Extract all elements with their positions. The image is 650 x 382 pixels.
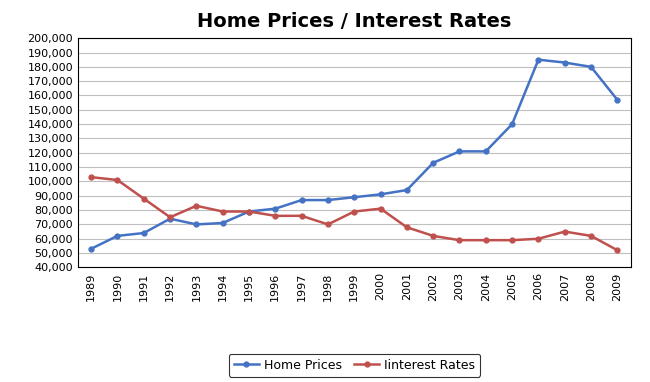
- Iinterest Rates: [87, 175, 95, 180]
- Home Prices: [324, 198, 332, 202]
- Home Prices: [508, 122, 516, 126]
- Home Prices: [587, 65, 595, 69]
- Home Prices: [166, 216, 174, 221]
- Home Prices: [272, 206, 280, 211]
- Iinterest Rates: [376, 206, 384, 211]
- Iinterest Rates: [114, 178, 122, 182]
- Iinterest Rates: [298, 214, 305, 218]
- Home Prices: [429, 160, 437, 165]
- Home Prices: [534, 57, 542, 62]
- Iinterest Rates: [429, 233, 437, 238]
- Legend: Home Prices, Iinterest Rates: Home Prices, Iinterest Rates: [229, 354, 480, 377]
- Home Prices: [298, 198, 305, 202]
- Home Prices: [140, 231, 148, 235]
- Home Prices: [350, 195, 358, 199]
- Iinterest Rates: [219, 209, 227, 214]
- Home Prices: [114, 233, 122, 238]
- Iinterest Rates: [587, 233, 595, 238]
- Home Prices: [219, 221, 227, 225]
- Title: Home Prices / Interest Rates: Home Prices / Interest Rates: [197, 12, 512, 31]
- Iinterest Rates: [140, 196, 148, 201]
- Iinterest Rates: [350, 209, 358, 214]
- Home Prices: [614, 97, 621, 102]
- Home Prices: [192, 222, 200, 227]
- Iinterest Rates: [534, 236, 542, 241]
- Home Prices: [245, 209, 253, 214]
- Line: Home Prices: Home Prices: [88, 57, 620, 251]
- Home Prices: [376, 192, 384, 197]
- Iinterest Rates: [403, 225, 411, 230]
- Iinterest Rates: [245, 209, 253, 214]
- Iinterest Rates: [614, 248, 621, 253]
- Home Prices: [561, 60, 569, 65]
- Home Prices: [456, 149, 463, 154]
- Iinterest Rates: [456, 238, 463, 243]
- Iinterest Rates: [166, 215, 174, 220]
- Iinterest Rates: [508, 238, 516, 243]
- Home Prices: [87, 246, 95, 251]
- Iinterest Rates: [561, 229, 569, 234]
- Iinterest Rates: [482, 238, 489, 243]
- Home Prices: [403, 188, 411, 193]
- Home Prices: [482, 149, 489, 154]
- Iinterest Rates: [192, 204, 200, 208]
- Iinterest Rates: [272, 214, 280, 218]
- Iinterest Rates: [324, 222, 332, 227]
- Line: Iinterest Rates: Iinterest Rates: [88, 175, 620, 253]
